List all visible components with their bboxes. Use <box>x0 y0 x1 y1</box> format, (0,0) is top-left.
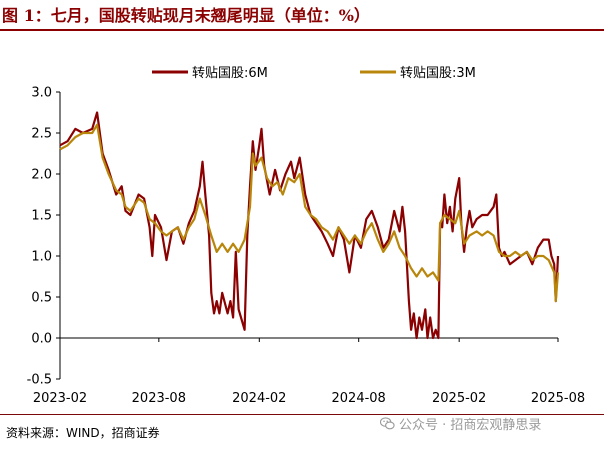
watermark: 公众号 · 招商宏观静思录 <box>380 414 541 433</box>
series-line-3m <box>59 123 560 303</box>
series-line-6m <box>59 111 560 340</box>
title-rule <box>0 29 604 31</box>
line-chart: 3.0 2.5 2.0 1.5 1.0 0.5 0.0 -0.5 2023-02 2023-08 2… <box>27 66 586 406</box>
footer-rule <box>0 414 604 415</box>
y-tick-label: 2.5 <box>31 127 52 142</box>
legend-label-3m: 转贴国股:3M <box>400 66 476 81</box>
x-tick-label: 2024-02 <box>232 391 286 406</box>
x-tick-label: 2025-02 <box>432 391 486 406</box>
x-tick-label: 2025-08 <box>531 391 585 406</box>
x-tick-label: 2024-08 <box>332 391 386 406</box>
source-note: 资料来源：WIND，招商证券 <box>6 426 160 440</box>
page-title: 图 1：七月，国股转贴现月末翘尾明显（单位：%） <box>2 6 370 25</box>
y-tick-label: 3.0 <box>31 86 52 101</box>
y-tick-label: 0.5 <box>31 291 52 306</box>
legend-label-6m: 转贴国股:6M <box>192 66 268 81</box>
y-tick-label: -0.5 <box>27 373 52 388</box>
watermark-text: 公众号 · 招商宏观静思录 <box>399 418 542 433</box>
y-tick-label: 1.5 <box>31 209 52 224</box>
y-tick-label: 1.0 <box>31 250 52 265</box>
y-tick-label: 0.0 <box>31 332 52 347</box>
x-tick-label: 2023-02 <box>33 391 87 406</box>
x-tick-label: 2023-08 <box>132 391 186 406</box>
y-tick-label: 2.0 <box>31 168 52 183</box>
wechat-icon <box>380 417 395 430</box>
